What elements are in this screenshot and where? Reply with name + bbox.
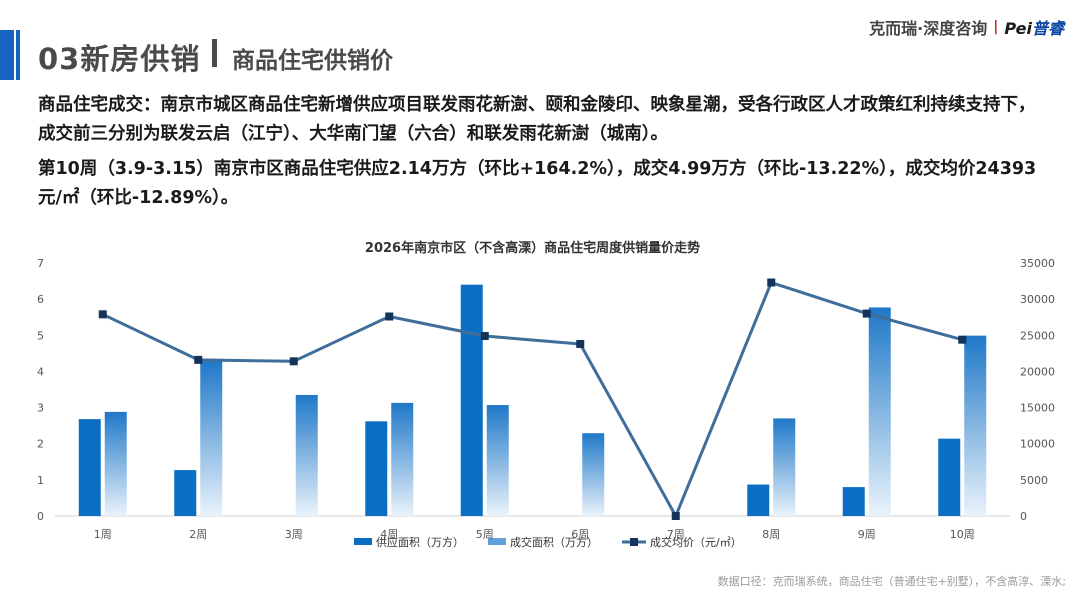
x-tick-label: 5周 <box>476 528 494 541</box>
x-tick-label: 7周 <box>667 528 685 541</box>
brand-logo-prefix: Pei <box>1004 19 1032 38</box>
deal-bar <box>964 335 987 516</box>
summary-paragraph-1: 商品住宅成交：南京市城区商品住宅新增供应项目联发雨花新澍、颐和金陵印、映象星潮，… <box>38 95 1036 144</box>
deal-bar <box>486 405 509 516</box>
deal-bar <box>773 418 796 516</box>
x-tick-label: 10周 <box>950 528 975 541</box>
supply-bar <box>938 438 961 516</box>
data-source-footnote: 数据口径：克而瑞系统，商品住宅（普通住宅+别墅），不含高淳、溧水; <box>717 575 1066 588</box>
deal-bar <box>582 433 605 516</box>
brand-header: 克而瑞·深度咨询 | Pei普睿 <box>869 15 1064 39</box>
deal-bar <box>391 402 414 516</box>
supply-bar <box>460 284 483 516</box>
title-separator <box>212 39 217 67</box>
header-accent-bar <box>0 30 14 80</box>
y-right-tick-label: 35000 <box>1020 257 1055 270</box>
deal-bar <box>868 307 891 516</box>
y-right-tick-label: 0 <box>1020 510 1027 523</box>
y-right-tick-label: 30000 <box>1020 293 1055 306</box>
price-point <box>98 310 107 319</box>
summary-paragraph-2: 第10周（3.9-3.15）南京市区商品住宅供应2.14万方（环比+164.2%… <box>38 159 1037 208</box>
y-right-tick-label: 5000 <box>1020 474 1048 487</box>
y-left-tick-label: 4 <box>37 365 44 378</box>
y-left-tick-label: 3 <box>37 402 44 415</box>
y-left-tick-label: 1 <box>37 474 44 487</box>
supply-bar <box>747 484 770 516</box>
y-left-tick-label: 2 <box>37 438 44 451</box>
price-line <box>102 281 963 518</box>
y-left-tick-label: 5 <box>37 329 44 342</box>
brand-text: 克而瑞·深度咨询 <box>869 19 988 38</box>
deal-bar <box>104 411 127 516</box>
deal-bar <box>200 360 223 516</box>
price-point <box>194 355 203 364</box>
brand-separator: | <box>993 19 999 35</box>
x-tick-label: 8周 <box>762 528 780 541</box>
price-point <box>671 512 680 520</box>
supply-bar <box>365 421 388 516</box>
price-point <box>385 312 394 321</box>
section-title: 03新房供销 <box>38 42 201 76</box>
section-subtitle: 商品住宅供销价 <box>232 48 393 74</box>
brand-logo: Pei普睿 <box>1004 15 1064 39</box>
y-right-tick-label: 10000 <box>1020 438 1055 451</box>
legend-swatch-supply <box>354 538 372 545</box>
x-tick-label: 2周 <box>189 528 207 541</box>
chart-title: 2026年南京市区（不含高溧）商品住宅周度供销量价走势 <box>365 240 700 256</box>
price-point <box>958 335 967 344</box>
legend-label-supply: 供应面积（万方） <box>376 535 464 549</box>
supply-bar <box>842 487 865 516</box>
price-point <box>289 357 298 366</box>
supply-bar <box>174 470 197 516</box>
supply-bar <box>78 419 101 516</box>
supply-sales-price-chart: 2026年南京市区（不含高溧）商品住宅周度供销量价走势 0 1 2 3 4 5 6 7 0 5000… <box>37 240 1055 549</box>
x-tick-label: 6周 <box>571 528 589 541</box>
legend-swatch-deal <box>488 538 506 545</box>
y-right-tick-label: 20000 <box>1020 365 1055 378</box>
y-left-tick-label: 6 <box>37 293 44 306</box>
price-point <box>862 309 871 318</box>
legend-label-deal: 成交面积（万方） <box>510 535 598 549</box>
y-left-tick-label: 0 <box>37 510 44 523</box>
price-point <box>767 278 776 287</box>
x-tick-label: 9周 <box>858 528 876 541</box>
deal-bar <box>295 394 318 516</box>
legend-swatch-price-marker <box>630 538 638 546</box>
x-tick-label: 4周 <box>380 528 398 541</box>
price-point <box>576 339 585 348</box>
brand-logo-name: 普睿 <box>1031 19 1064 38</box>
x-tick-label: 3周 <box>285 528 303 541</box>
x-tick-label: 1周 <box>94 528 112 541</box>
price-point <box>480 332 489 341</box>
legend-label-price: 成交均价（元/㎡） <box>650 535 742 549</box>
y-right-tick-label: 25000 <box>1020 329 1055 342</box>
header-accent-bar-thin <box>16 30 20 80</box>
y-left-tick-label: 7 <box>37 257 44 270</box>
y-right-tick-label: 15000 <box>1020 402 1055 415</box>
